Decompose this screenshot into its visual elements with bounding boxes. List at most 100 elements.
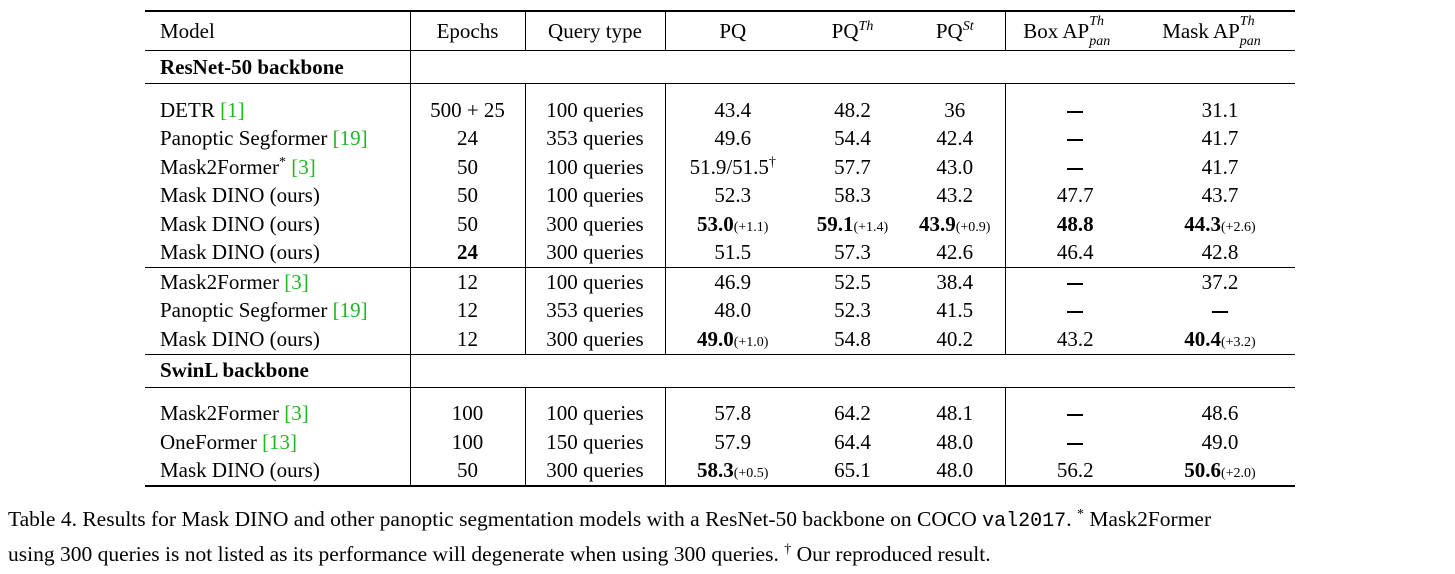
cell-pq-th-value: 59.1 [816,211,854,236]
cell-pq-th-value: 52.3 [834,298,871,323]
cell-box-ap-value: 48.8 [1056,211,1094,236]
cell-pq: 51.9/51.5† [665,153,800,182]
section-title: SwinL backbone [145,353,411,387]
cell-pq: 57.8 [665,400,800,429]
section-header-row: SwinL backbone [145,353,1295,387]
table-row: DETR [1] 500 + 25 100 queries 43.4 48.2 36 31.… [145,96,1295,125]
cell-pq-value: 46.9 [714,269,752,294]
model-name: Mask2Former [160,401,285,426]
cell-epochs-value: 50 [457,154,478,179]
cell-pq-st: 41.5 [905,296,1006,325]
dash-mark [1067,414,1084,417]
cell-epochs: 50 [410,153,526,182]
section-title: ResNet-50 backbone [145,50,411,84]
cell-epochs-value: 50 [457,211,478,236]
cell-box-ap-value: 47.7 [1056,183,1094,208]
model-name: Mask DINO (ours) [160,211,320,236]
cell-epochs: 100 [410,399,526,428]
cell-pq-value: 51.9/51.5 [689,154,769,179]
cell-mask-ap: 43.7 [1145,182,1295,211]
cell-pq-st: 43.0 [905,153,1006,182]
cell-pq-value: 48.0 [714,298,752,323]
cell-pq-st-delta: (+0.9) [955,219,991,235]
cell-model: Panoptic Segformer [19] [145,124,411,153]
table-row: Mask DINO (ours) 50 300 queries 58.3(+0.5) 6… [145,456,1295,487]
cell-query-type: 353 queries [525,124,666,153]
model-name: Panoptic Segformer [160,298,333,323]
cell-epochs-value: 24 [457,240,478,265]
cell-query-type-value: 353 queries [546,126,644,151]
cell-mask-ap: 42.8 [1145,239,1295,268]
gap-cell [1145,386,1295,400]
cell-box-ap: 56.2 [1005,456,1145,487]
cell-pq-st-value: 43.9 [919,211,956,236]
model-name: Mask DINO (ours) [160,240,320,265]
cell-pq-th-value: 54.4 [834,126,871,151]
cell-mask-ap-value: 42.8 [1201,240,1239,265]
cell-pq-value: 57.8 [714,401,752,426]
cell-pq-st: 38.4 [905,267,1006,297]
gap-cell [905,386,1006,400]
header-model: Model [145,10,411,51]
model-name: Mask2Former [160,269,285,294]
table-row: Mask DINO (ours) 12 300 queries 49.0(+1.0) 5… [145,325,1295,354]
cell-pq-th-value: 64.4 [834,429,871,454]
model-sup: * [279,154,286,170]
cell-query-type: 300 queries [525,456,666,487]
gap-cell [800,83,905,96]
citation-link: [3] [284,269,309,294]
cell-box-ap [1005,153,1145,182]
cell-mask-ap: 44.3(+2.6) [1145,210,1295,239]
cell-box-ap [1005,400,1145,429]
cell-pq-st-value: 43.0 [936,154,974,179]
header-pq-th-label: PQ [831,18,859,43]
cell-pq-delta: (+1.1) [733,219,769,235]
cell-pq-th-value: 52.5 [834,269,871,294]
caption-text-1a: Table 4. Results for Mask DINO and other… [8,507,983,531]
table-row: Mask DINO (ours) 50 100 queries 52.3 58.3 43.… [145,181,1295,211]
cell-pq: 58.3(+0.5) [665,456,800,487]
header-pq-st-sup: St [962,18,974,34]
section-filler [410,353,1295,387]
cell-epochs: 24 [410,124,526,153]
cell-model: Mask DINO (ours) [145,456,411,487]
table-header-row: Model Epochs Query type PQ PQTh PQSt Box… [145,10,1295,51]
header-epochs: Epochs [410,10,526,51]
cell-mask-ap: 37.2 [1145,267,1295,297]
cell-pq-th-value: 48.2 [834,97,871,122]
cell-mask-ap: 40.4(+3.2) [1145,325,1295,354]
cell-pq-th: 54.8 [800,325,905,354]
cell-mask-ap-value: 41.7 [1201,154,1239,179]
cell-mask-ap-delta: (+2.6) [1221,219,1256,235]
results-table-container: Model Epochs Query type PQ PQTh PQSt Box… [145,10,1295,487]
cell-box-ap [1005,428,1145,457]
cell-pq-th-value: 64.2 [834,401,871,426]
citation-link: [19] [332,298,368,323]
cell-epochs-value: 50 [457,183,478,208]
cell-pq-st: 40.2 [905,325,1006,354]
header-pq-st: PQSt [905,10,1006,51]
header-pq-th-sup: Th [858,18,874,34]
cell-pq-delta: (+1.0) [733,334,769,350]
cell-pq-st-value: 38.4 [936,269,974,294]
cell-query-type-value: 100 queries [546,183,644,208]
cell-mask-ap: 41.7 [1145,125,1295,154]
gap-cell [800,386,905,400]
cell-pq-th-value: 57.7 [834,154,871,179]
gap-cell [145,83,411,96]
cell-mask-ap-value: 43.7 [1201,183,1239,208]
cell-epochs: 500 + 25 [410,96,526,125]
caption-text-1b: . [1066,507,1077,531]
gap-cell [1145,83,1295,96]
citation-link: [3] [291,154,316,179]
cell-pq-th: 57.7 [800,153,905,182]
cell-epochs: 12 [410,325,526,354]
cell-box-ap: 43.2 [1005,325,1145,354]
cell-epochs-value: 12 [457,298,478,323]
table-row: Panoptic Segformer [19] 24 353 queries 49.6… [145,124,1295,154]
cell-pq-st-value: 42.6 [936,240,974,265]
cell-query-type-value: 100 queries [546,401,644,426]
caption-text-1c: Mask2Former [1083,507,1212,531]
dash-mark [1067,311,1084,314]
table-caption: Table 4. Results for Mask DINO and other… [8,503,1453,570]
